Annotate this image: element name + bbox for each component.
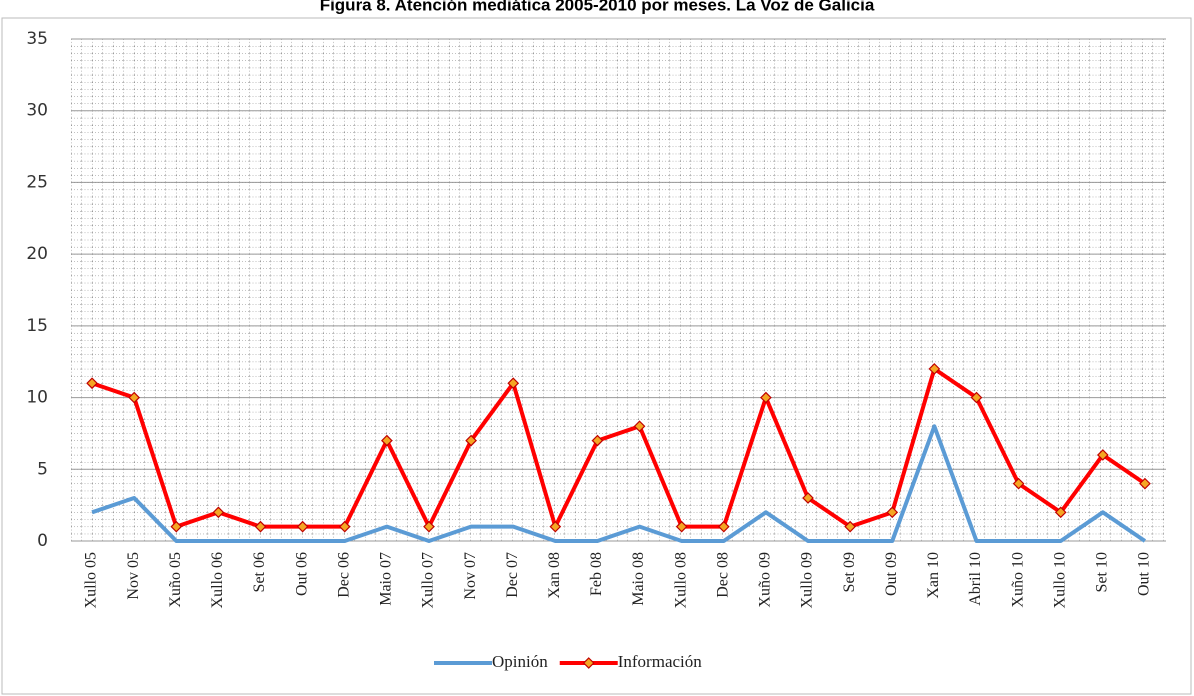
y-tick-label: 25 <box>26 172 48 192</box>
series-line <box>91 366 1147 529</box>
marker <box>170 520 183 533</box>
x-tick-label: Set 10 <box>1093 552 1110 592</box>
x-tick-label: Xan 08 <box>546 552 563 599</box>
x-tick-label: Maio 08 <box>630 552 647 606</box>
x-tick-label: Xullo 05 <box>83 552 100 608</box>
x-tick-label: Out 09 <box>883 552 900 596</box>
x-tick-label: Out 06 <box>293 552 310 596</box>
x-tick-label: Maio 07 <box>378 552 395 606</box>
marker <box>465 434 477 447</box>
marker <box>128 391 141 404</box>
marker <box>212 506 225 519</box>
y-tick-label: 35 <box>26 29 48 49</box>
marker <box>338 520 351 533</box>
legend-label: Opinión <box>492 652 548 671</box>
marker <box>844 520 856 533</box>
y-tick-label: 15 <box>26 316 48 336</box>
marker <box>802 492 814 504</box>
legend-label: Información <box>618 652 703 671</box>
marker <box>1054 506 1067 519</box>
marker <box>1012 477 1025 490</box>
marker <box>675 520 688 533</box>
x-tick-label: Xuño 05 <box>167 552 184 608</box>
x-tick-label: Xullo 10 <box>1051 552 1068 608</box>
series-line <box>91 424 1147 543</box>
marker <box>633 420 646 433</box>
x-tick-label: Xullo 06 <box>209 552 226 608</box>
marker <box>86 377 98 390</box>
y-tick-label: 20 <box>26 244 48 264</box>
x-tick-label: Nov 07 <box>462 552 479 600</box>
marker <box>381 434 393 447</box>
marker <box>970 391 983 404</box>
x-tick-label: Xullo 09 <box>799 552 816 608</box>
marker <box>296 520 309 533</box>
y-tick-label: 10 <box>26 388 48 408</box>
marker <box>549 520 562 533</box>
x-tick-label: Dec 07 <box>504 552 521 598</box>
x-tick-label: Dec 08 <box>714 552 731 598</box>
marker <box>254 520 267 533</box>
marker <box>717 520 730 533</box>
marker <box>760 391 772 404</box>
marker <box>1096 449 1109 461</box>
x-tick-label: Set 06 <box>251 552 268 592</box>
y-tick-label: 0 <box>37 531 48 551</box>
x-tick-label: Xullo 07 <box>420 552 437 608</box>
x-tick-label: Nov 05 <box>125 552 142 600</box>
x-tick-label: Xullo 08 <box>672 552 689 608</box>
y-tick-label: 30 <box>26 101 48 121</box>
chart-title: Figura 8. Atención mediática 2005-2010 p… <box>320 0 875 14</box>
y-tick-label: 5 <box>37 459 48 479</box>
x-tick-label: Out 10 <box>1136 552 1153 596</box>
x-tick-label: Abril 10 <box>967 552 984 606</box>
x-tick-label: Xan 10 <box>925 552 942 599</box>
marker <box>1139 477 1151 490</box>
x-tick-label: Xuño 09 <box>757 552 774 608</box>
x-tick-label: Set 09 <box>841 552 858 592</box>
marker <box>423 520 435 533</box>
marker <box>507 377 520 390</box>
x-tick-label: Dec 06 <box>335 552 352 598</box>
marker <box>591 434 604 447</box>
legend-marker <box>582 657 595 669</box>
plot-grid <box>71 39 1166 541</box>
marker <box>886 506 899 519</box>
x-tick-label: Xuño 10 <box>1009 552 1026 608</box>
marker <box>928 363 941 375</box>
x-tick-label: Feb 08 <box>588 552 605 596</box>
